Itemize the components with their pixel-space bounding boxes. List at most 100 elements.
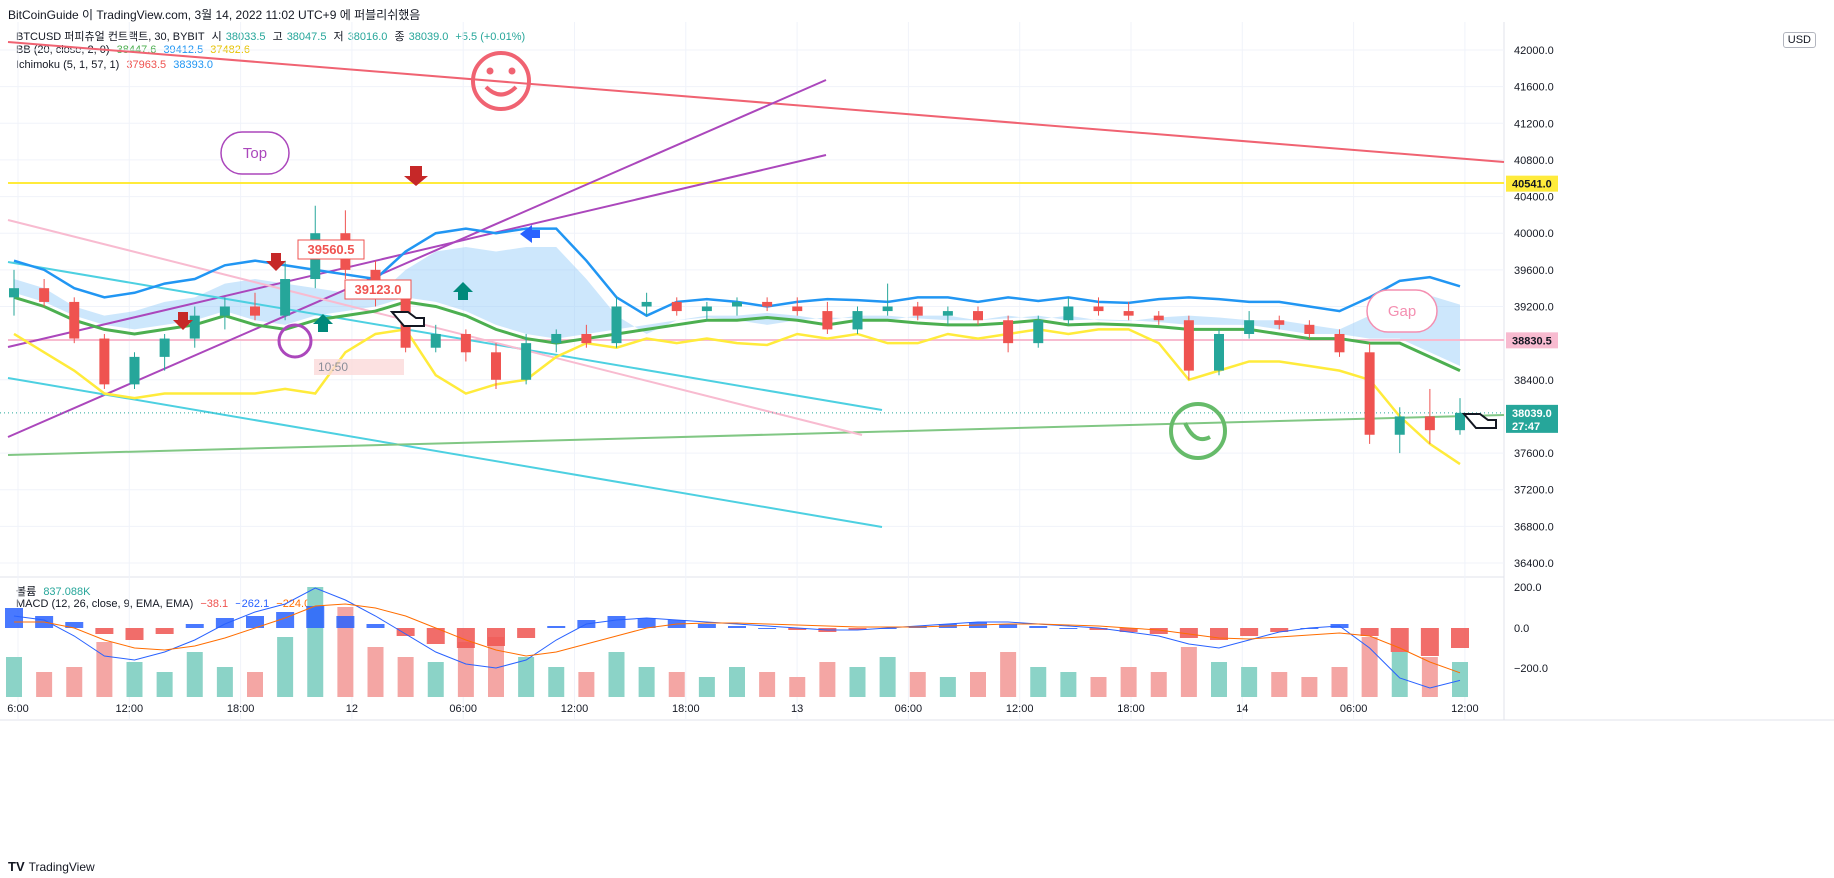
neutral-face-icon [277,323,313,359]
volume-bar [939,677,956,697]
hand-pointer-icon [389,311,425,327]
time-tick-label: 12:00 [561,703,589,715]
tag-38830-label: 38830.5 [1512,335,1552,347]
candle-body [671,301,682,312]
candle-body [219,306,230,316]
up-arrow-icon [453,282,473,300]
macd-hist-bar [697,624,716,628]
candle-body [491,352,501,380]
volume-bar [6,657,22,697]
candle-body [551,333,562,344]
drawings [0,41,1505,528]
price-tick-label: 39600.0 [1514,265,1554,277]
candle-body [973,311,983,321]
macd-hist-bar [1149,628,1168,634]
tradingview-logo[interactable]: TV [8,859,25,874]
time-tick-label: 06:00 [1340,703,1368,715]
candle-body [701,306,712,312]
volume-bar [397,657,414,697]
volume-bar [668,672,685,697]
price-box-2 [344,279,412,300]
macd-hist-bar [1270,628,1289,632]
volume-bar [548,667,565,697]
high-value: 38047.5 [286,31,327,43]
macd-tick-label: 0.0 [1514,623,1529,635]
volume-bar [789,677,806,697]
macd-hist-bar [1089,628,1108,630]
volume-bar [1120,667,1137,697]
macd-hist-bar [1360,628,1379,636]
volume-bar [638,667,655,697]
time-box-label: 10:50 [318,360,348,374]
volume-bar [1030,667,1047,697]
footer-brand[interactable]: TradingView [28,859,95,874]
price-tick-label: 41200.0 [1514,118,1554,130]
macd-hist-bar [65,622,84,628]
candle-body [189,315,200,339]
candle-body [521,343,532,380]
macd-hist-bar [185,624,204,628]
open-label: 시 [211,31,222,43]
tag-current [1506,404,1558,433]
tag-current-label: 38039.0 [1512,408,1552,420]
volume-bar [1421,657,1438,697]
volume-bar [1090,677,1107,697]
price-tick-label: 40800.0 [1514,155,1554,167]
price-tick-label: 39200.0 [1514,302,1554,314]
volume-bar [849,667,866,697]
volume-value: 837.088K [43,586,91,598]
price-tags: 40541.0 38830.5 38039.027:47 [1506,175,1558,433]
macd-hist-bar [456,628,475,648]
candle-body [581,333,592,344]
candle-body [430,333,441,348]
price-tick-label: 38400.0 [1514,375,1554,387]
volume-bar [1331,667,1348,697]
price-tick-label: 36400.0 [1514,558,1554,570]
macd-hist-bar [336,616,355,628]
smiley-eye [486,67,494,75]
volume-bar [66,667,83,697]
macd-hist-bar [95,628,114,634]
candle-body [69,301,80,339]
time-tick-label: 06:00 [449,703,477,715]
purple-channel-upper [7,154,827,348]
volume-bar [518,657,535,697]
macd-hist-bar [396,628,415,636]
volume-bar [1241,667,1258,697]
down-arrow-icon [266,253,286,271]
change-value: +5.5 (+0.01%) [455,31,526,43]
bollinger-bands [13,227,1461,466]
macd-legend[interactable]: MACD (12, 26, close, 9, EMA, EMA) −38.1 … [16,598,314,610]
volume-bar [126,662,143,697]
price-tick-label: 37200.0 [1514,485,1554,497]
candle-body [129,356,140,385]
currency-button[interactable]: USD [1782,32,1816,48]
macd-hist-bar [125,628,144,640]
price-tick-label: 37600.0 [1514,448,1554,460]
candle-body [159,338,170,357]
candle-body [1424,416,1435,431]
sad-face-mouth [1183,422,1211,442]
macd-hist-bar [1451,628,1469,648]
time-tick-label: 12 [346,703,358,715]
volume-bar [457,642,474,697]
candle-body [9,288,19,298]
footer: TV TradingView [8,859,95,874]
volume-legend[interactable]: 볼륨 837.088K [16,583,94,599]
ichimoku-a: 37963.5 [126,59,167,71]
volume-bar [1211,662,1227,697]
candle-body [1183,320,1194,371]
macd-hist-bar [246,616,264,628]
macd-hist-bar [607,616,626,628]
volume-bar [909,672,926,697]
tag-40541 [1506,175,1558,192]
ichimoku-legend[interactable]: Ichimoku (5, 1, 57, 1) 37963.5 38393.0 [16,59,217,71]
symbol-name[interactable]: BTCUSD 퍼피츄얼 컨트랙트, 30, BYBIT [16,31,205,43]
volume-bar [1271,672,1288,697]
tag-38830 [1506,332,1558,349]
price-tick-label: 36800.0 [1514,521,1554,533]
macd-hist-bar [5,608,23,628]
macd-hist-bar [637,618,656,628]
macd-tick-label: −200.0 [1514,663,1548,675]
